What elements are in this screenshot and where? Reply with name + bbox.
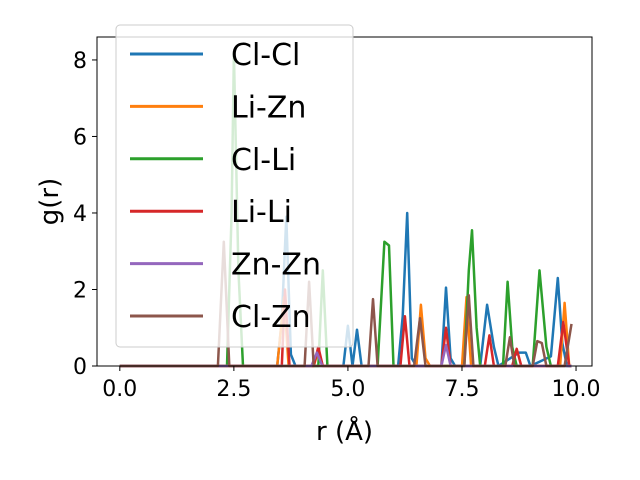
y-tick-label: 4 xyxy=(73,202,87,227)
legend-label-cl-zn: Cl-Zn xyxy=(231,300,311,335)
y-tick-label: 2 xyxy=(73,278,87,303)
y-axis-label: g(r) xyxy=(35,178,65,225)
y-tick-label: 0 xyxy=(73,355,87,380)
x-tick-label: 2.5 xyxy=(216,377,251,402)
x-tick-label: 0.0 xyxy=(102,377,137,402)
y-tick-label: 8 xyxy=(73,49,87,74)
legend-label-li-zn: Li-Zn xyxy=(231,90,306,125)
legend-label-li-li: Li-Li xyxy=(231,195,292,230)
legend-label-cl-cl: Cl-Cl xyxy=(231,38,300,73)
x-tick-label: 5.0 xyxy=(330,377,365,402)
legend-frame xyxy=(115,24,354,348)
legend: Cl-Cl Li-Zn Cl-Li Li-Li Zn-Zn Cl-Zn xyxy=(115,24,354,348)
legend-label-cl-li: Cl-Li xyxy=(231,143,296,178)
x-tick-label: 7.5 xyxy=(444,377,479,402)
legend-entries: Cl-Cl Li-Zn Cl-Li Li-Li Zn-Zn Cl-Zn xyxy=(130,38,321,335)
ticks-layer: 0.0 2.5 5.0 7.5 10.0 0 2 4 6 8 xyxy=(73,49,601,402)
y-tick-label: 6 xyxy=(73,125,87,150)
legend-label-zn-zn: Zn-Zn xyxy=(231,248,321,283)
x-tick-label: 10.0 xyxy=(552,377,601,402)
x-axis-label: r (Å) xyxy=(316,415,373,447)
